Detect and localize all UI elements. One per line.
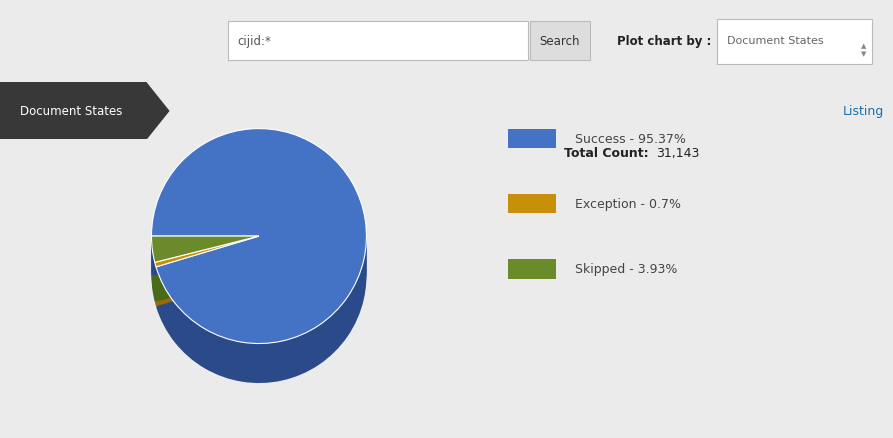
Wedge shape [152, 138, 366, 352]
Wedge shape [152, 256, 259, 283]
FancyBboxPatch shape [717, 20, 872, 64]
Wedge shape [152, 254, 259, 279]
Text: Total Count:: Total Count: [563, 147, 648, 160]
Wedge shape [152, 268, 259, 294]
Wedge shape [152, 270, 259, 297]
FancyBboxPatch shape [507, 194, 556, 214]
Wedge shape [152, 152, 366, 366]
Text: ▼: ▼ [862, 51, 867, 57]
Wedge shape [154, 242, 259, 273]
Text: Skipped - 3.93%: Skipped - 3.93% [575, 263, 678, 276]
Wedge shape [154, 254, 259, 284]
Wedge shape [154, 256, 259, 287]
FancyBboxPatch shape [507, 259, 556, 279]
Wedge shape [154, 251, 259, 281]
Wedge shape [152, 169, 366, 383]
Wedge shape [152, 248, 259, 274]
Wedge shape [154, 265, 259, 296]
FancyBboxPatch shape [530, 22, 590, 60]
Wedge shape [154, 262, 259, 293]
Wedge shape [152, 265, 259, 291]
FancyBboxPatch shape [507, 129, 556, 149]
Wedge shape [152, 129, 366, 344]
Wedge shape [152, 239, 259, 265]
Wedge shape [152, 143, 366, 358]
Wedge shape [152, 155, 366, 369]
Wedge shape [152, 157, 366, 372]
Wedge shape [154, 248, 259, 279]
Wedge shape [154, 270, 259, 301]
Wedge shape [152, 242, 259, 268]
Wedge shape [152, 245, 259, 271]
Text: 31,143: 31,143 [656, 147, 699, 160]
Wedge shape [152, 262, 259, 288]
Wedge shape [152, 237, 259, 263]
Wedge shape [154, 245, 259, 276]
Polygon shape [0, 83, 169, 140]
Wedge shape [152, 132, 366, 346]
Text: cijid:*: cijid:* [237, 35, 271, 48]
Text: Listing: Listing [843, 105, 884, 118]
Wedge shape [152, 276, 259, 302]
Wedge shape [154, 268, 259, 298]
Text: Document States: Document States [727, 36, 823, 46]
Wedge shape [152, 163, 366, 378]
Text: Plot chart by :: Plot chart by : [617, 35, 712, 48]
Wedge shape [152, 149, 366, 364]
Text: Success - 95.37%: Success - 95.37% [575, 133, 686, 145]
Wedge shape [152, 146, 366, 360]
Text: ▲: ▲ [862, 43, 867, 49]
Wedge shape [154, 239, 259, 270]
Wedge shape [152, 259, 259, 285]
Wedge shape [154, 259, 259, 290]
Text: Exception - 0.7%: Exception - 0.7% [575, 198, 681, 211]
Text: Search: Search [539, 35, 580, 48]
Wedge shape [152, 251, 259, 277]
FancyBboxPatch shape [228, 22, 528, 60]
Wedge shape [152, 166, 366, 380]
Wedge shape [152, 141, 366, 355]
Text: Document States: Document States [21, 105, 122, 118]
Wedge shape [152, 273, 259, 299]
Wedge shape [154, 273, 259, 304]
Wedge shape [152, 135, 366, 350]
Wedge shape [152, 160, 366, 375]
Wedge shape [154, 276, 259, 307]
Wedge shape [154, 237, 259, 267]
